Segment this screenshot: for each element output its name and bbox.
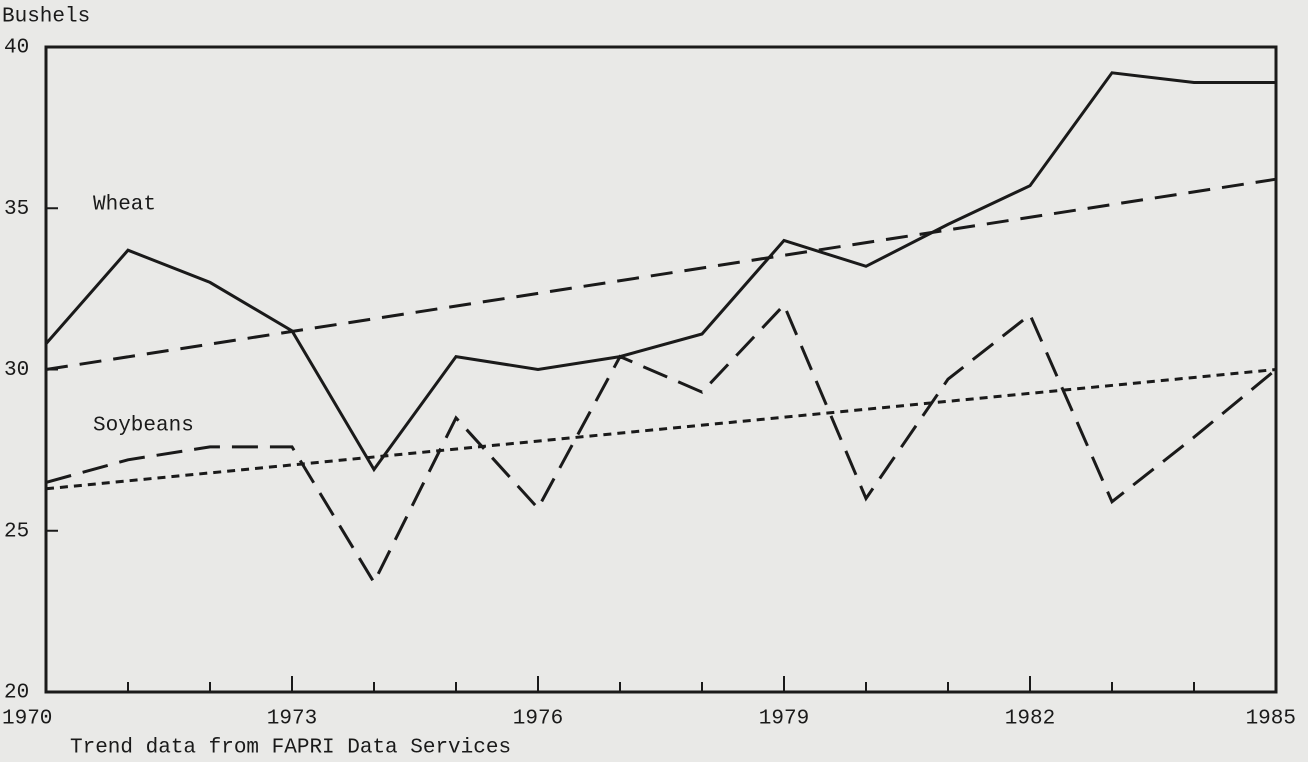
x-tick-label: 1982 — [1005, 708, 1055, 731]
source-note: Trend data from FAPRI Data Services — [70, 737, 511, 760]
y-axis-label: Bushels — [2, 6, 90, 29]
trend-line — [45, 368, 1277, 491]
y-tick-label: 35 — [4, 198, 29, 221]
x-tick-label: 1973 — [267, 708, 317, 731]
y-tick-label: 30 — [4, 359, 29, 382]
y-tick-label: 25 — [4, 520, 29, 543]
series-label: Soybeans — [93, 415, 194, 438]
x-tick-label: 1970 — [2, 708, 52, 731]
series-label: Wheat — [93, 194, 156, 217]
x-tick-label: 1979 — [759, 708, 809, 731]
y-tick-label: 40 — [4, 37, 29, 60]
y-tick-label: 20 — [4, 682, 29, 705]
x-tick-label: 1985 — [1246, 708, 1296, 731]
series-line — [45, 302, 1277, 586]
x-tick-label: 1976 — [513, 708, 563, 731]
series-line — [44, 71, 1276, 473]
trend-line — [45, 177, 1277, 371]
